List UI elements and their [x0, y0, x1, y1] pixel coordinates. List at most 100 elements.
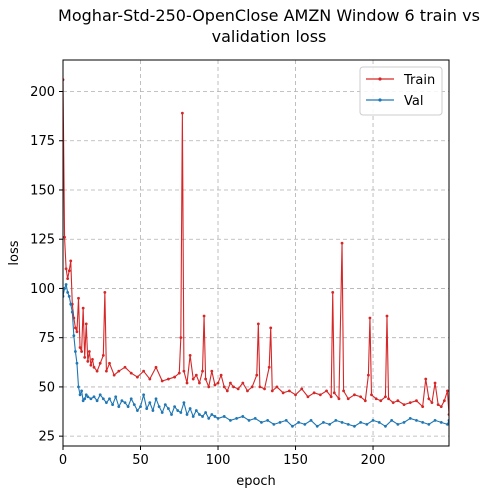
data-point-train: [236, 387, 240, 391]
data-point-val: [284, 419, 288, 422]
data-point-val: [439, 420, 443, 424]
data-point-val: [89, 397, 93, 401]
data-point-val: [123, 401, 127, 405]
x-tick-label: 50: [132, 453, 149, 468]
data-point-train: [225, 389, 229, 393]
data-point-train: [258, 385, 262, 389]
data-point-val: [179, 411, 183, 414]
x-tick-label: 200: [361, 453, 386, 468]
data-point-train: [396, 399, 400, 403]
data-point-val: [371, 419, 375, 422]
data-point-train: [219, 373, 223, 377]
data-point-train: [340, 241, 344, 245]
data-point-train: [105, 369, 108, 373]
data-point-train: [439, 405, 443, 409]
data-point-train: [91, 357, 94, 361]
data-point-train: [83, 355, 87, 359]
data-point-val: [328, 422, 332, 426]
data-point-train: [87, 350, 91, 353]
data-point-val: [80, 389, 83, 393]
data-point-train: [98, 361, 102, 365]
data-point-val: [108, 397, 111, 401]
data-point-val: [191, 415, 195, 418]
data-point-train: [325, 389, 328, 393]
data-point-val: [75, 361, 79, 365]
data-point-train: [63, 235, 66, 239]
data-point-val: [322, 420, 325, 424]
data-point-train: [421, 405, 425, 409]
data-point-train: [391, 401, 395, 405]
data-point-train: [246, 389, 249, 393]
y-axis-label: loss: [7, 240, 22, 265]
legend-marker-val: [378, 98, 382, 102]
data-point-val: [117, 405, 121, 409]
data-point-train: [408, 401, 412, 405]
data-point-val: [272, 422, 276, 426]
data-point-val: [315, 424, 319, 428]
data-point-val: [222, 415, 226, 418]
data-point-train: [129, 371, 133, 375]
chart-title-line-1: Moghar-Std-250-OpenClose AMZN Window 6 t…: [58, 6, 480, 25]
y-tick-label: 75: [38, 331, 55, 346]
data-point-train: [160, 379, 164, 383]
data-point-val: [365, 422, 369, 426]
data-point-val: [160, 411, 164, 414]
series-train: [63, 78, 449, 416]
data-point-val: [402, 420, 406, 424]
data-point-train: [306, 395, 310, 399]
data-point-val: [163, 403, 167, 407]
data-point-train: [415, 399, 418, 403]
x-tick-label: 0: [59, 453, 67, 468]
data-point-val: [216, 417, 220, 420]
data-point-train: [112, 373, 116, 377]
data-point-train: [402, 403, 406, 407]
x-tick-label: 100: [206, 453, 231, 468]
y-tick-label: 175: [30, 134, 55, 149]
data-point-train: [379, 399, 383, 403]
legend-label-val: Val: [404, 94, 423, 109]
data-point-val: [229, 419, 232, 422]
data-point-train: [92, 365, 96, 369]
series-line-train: [63, 79, 449, 415]
data-point-val: [210, 413, 214, 416]
data-point-train: [201, 369, 204, 373]
data-point-train: [387, 397, 390, 401]
data-point-val: [78, 393, 82, 397]
data-point-train: [81, 306, 85, 310]
data-point-val: [129, 397, 133, 401]
data-point-val: [408, 417, 412, 420]
data-point-val: [309, 419, 313, 422]
data-point-val: [154, 397, 158, 401]
data-point-train: [75, 330, 79, 334]
data-point-train: [177, 371, 181, 375]
data-point-train: [123, 365, 127, 369]
data-point-val: [359, 420, 363, 424]
x-tick-label: 150: [283, 453, 308, 468]
data-point-val: [241, 415, 245, 418]
data-point-val: [64, 283, 68, 286]
data-point-train: [67, 269, 71, 273]
data-point-val: [346, 422, 350, 426]
data-point-val: [188, 407, 192, 410]
y-tick-label: 150: [30, 183, 55, 198]
data-point-val: [353, 424, 356, 428]
data-point-val: [111, 403, 115, 407]
data-point-train: [241, 381, 245, 385]
data-point-train: [101, 354, 105, 357]
x-axis-label: epoch: [236, 474, 276, 489]
data-point-train: [433, 381, 437, 385]
data-point-train: [84, 322, 88, 326]
data-point-val: [148, 401, 152, 405]
data-point-val: [173, 405, 177, 409]
data-point-val: [98, 393, 102, 397]
data-point-val: [253, 417, 257, 420]
data-point-train: [384, 395, 387, 399]
data-point-train: [294, 393, 297, 397]
data-point-val: [157, 405, 161, 409]
data-point-train: [424, 377, 428, 381]
data-point-train: [204, 377, 208, 381]
data-point-val: [427, 422, 431, 426]
data-point-val: [182, 401, 186, 405]
legend: Train Val: [359, 66, 443, 116]
data-point-train: [202, 314, 206, 318]
